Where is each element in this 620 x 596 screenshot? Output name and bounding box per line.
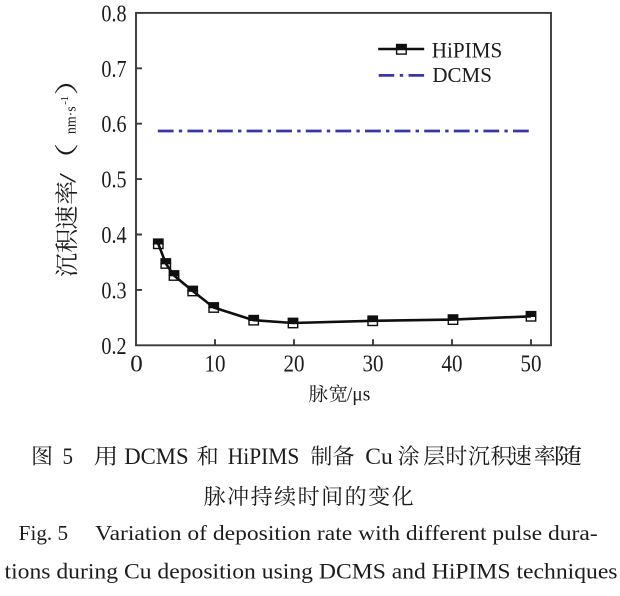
svg-text:HiPIMS: HiPIMS	[432, 38, 503, 63]
svg-text:0: 0	[130, 351, 143, 377]
svg-text:0.2: 0.2	[101, 334, 126, 360]
svg-text:5: 5	[63, 444, 74, 469]
svg-text:0.3: 0.3	[101, 278, 126, 304]
svg-text:0.6: 0.6	[101, 112, 126, 138]
svg-text:Fig. 5: Fig. 5	[19, 521, 68, 545]
svg-text:DCMS: DCMS	[124, 444, 189, 469]
svg-text:0.8: 0.8	[101, 1, 126, 27]
svg-text:HiPIMS: HiPIMS	[228, 444, 299, 469]
svg-text:Variation of deposition rate w: Variation of deposition rate with differ…	[95, 521, 598, 545]
svg-text:DCMS: DCMS	[432, 63, 492, 87]
svg-text:20: 20	[284, 351, 305, 377]
svg-text:0.5: 0.5	[101, 168, 126, 194]
svg-text:/: /	[55, 172, 80, 183]
svg-text:tions during Cu deposition usi: tions during Cu deposition using DCMS an…	[5, 558, 618, 583]
svg-text:nm·s: nm·s	[63, 106, 79, 134]
svg-text:10: 10	[205, 351, 226, 377]
svg-text:30: 30	[363, 351, 384, 377]
svg-text:40: 40	[442, 351, 463, 377]
svg-text:-1: -1	[60, 96, 71, 105]
svg-text:0.4: 0.4	[101, 223, 126, 249]
svg-text:50: 50	[521, 351, 542, 377]
svg-text:/μs: /μs	[347, 385, 370, 406]
svg-text:Cu: Cu	[365, 444, 393, 469]
svg-text:0.7: 0.7	[101, 57, 126, 83]
